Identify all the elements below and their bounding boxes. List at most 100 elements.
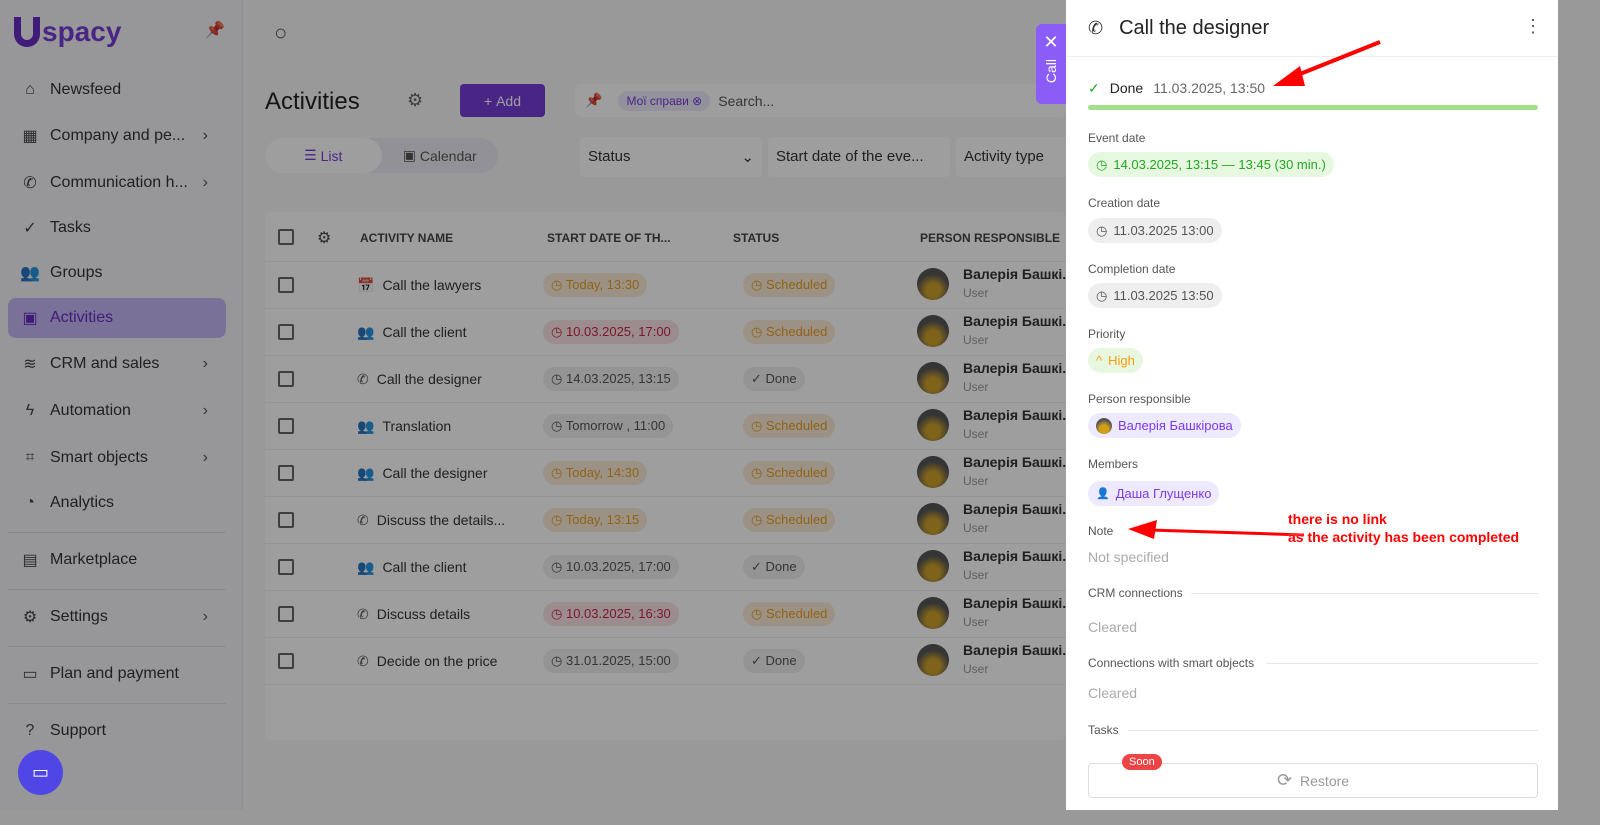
person-name: Валерія Башкі... bbox=[963, 407, 1066, 423]
avatar bbox=[917, 456, 949, 488]
row-checkbox[interactable] bbox=[278, 277, 294, 293]
divider bbox=[8, 703, 226, 704]
table-row[interactable]: ✆ Decide on the price ◷ 31.01.2025, 15:00… bbox=[265, 638, 1066, 685]
activity-name-text: Call the client bbox=[382, 559, 467, 575]
status-badge[interactable]: ◷ Scheduled bbox=[743, 320, 836, 344]
status-badge[interactable]: ◷ Scheduled bbox=[743, 461, 836, 485]
sidebar-item-tasks[interactable]: ✓ Tasks bbox=[8, 208, 226, 248]
column-header[interactable]: STATUS bbox=[733, 231, 780, 245]
table-row[interactable]: 👥 Call the client ◷ 10.03.2025, 17:00 ◷ S… bbox=[265, 309, 1066, 356]
search-input[interactable]: Search... bbox=[718, 92, 775, 109]
person-name: Валерія Башкі... bbox=[963, 501, 1066, 517]
status-badge[interactable]: ◷ Scheduled bbox=[743, 602, 836, 626]
filter-chip[interactable]: Мої справи ⊗ bbox=[618, 90, 711, 111]
call-tab[interactable]: ✕ Call bbox=[1036, 24, 1066, 104]
activity-name[interactable]: 👥 Call the designer bbox=[357, 465, 488, 482]
chevron-right-icon: › bbox=[202, 449, 208, 466]
table-row[interactable]: ✆ Discuss details ◷ 10.03.2025, 16:30 ◷ S… bbox=[265, 591, 1066, 638]
column-header[interactable]: ACTIVITY NAME bbox=[360, 231, 454, 245]
activity-type-filter[interactable]: Activity type bbox=[956, 137, 1066, 177]
member-chip[interactable]: 👤 Даша Глущенко bbox=[1088, 481, 1220, 506]
start-date-pill: ◷ Today, 13:15 bbox=[543, 508, 648, 532]
activity-name[interactable]: ✆ Decide on the price bbox=[357, 653, 497, 670]
sidebar-item-support[interactable]: ? Support bbox=[8, 711, 226, 751]
gear-icon[interactable]: ⚙ bbox=[317, 230, 332, 247]
sidebar-item-marketplace[interactable]: ▤ Marketplace bbox=[8, 540, 226, 580]
status-badge[interactable]: ◷ Scheduled bbox=[743, 273, 836, 297]
activity-name[interactable]: ✆ Discuss the details... bbox=[357, 512, 505, 529]
person-role: User bbox=[963, 427, 989, 441]
row-checkbox[interactable] bbox=[278, 418, 294, 434]
table-row[interactable]: ✆ Discuss the details... ◷ Today, 13:15 ◷… bbox=[265, 497, 1066, 544]
table-row[interactable]: 👥 Call the designer ◷ Today, 14:30 ◷ Sche… bbox=[265, 450, 1066, 497]
column-header[interactable]: PERSON RESPONSIBLE bbox=[920, 231, 1061, 245]
table-header: ⚙ ACTIVITY NAME START DATE OF TH... STAT… bbox=[265, 212, 1066, 262]
gear-icon[interactable]: ⚙ bbox=[407, 90, 424, 110]
creation-date-text: 11.03.2025 13:00 bbox=[1113, 223, 1214, 238]
close-icon[interactable]: ✕ bbox=[1043, 32, 1059, 52]
sidebar-item-plan[interactable]: ▭ Plan and payment bbox=[8, 654, 226, 694]
more-vertical-icon[interactable]: ⋮ bbox=[1524, 16, 1542, 36]
tab-calendar[interactable]: ▣ Calendar bbox=[382, 138, 499, 173]
status-badge[interactable]: ◷ Scheduled bbox=[743, 414, 836, 438]
status-badge[interactable]: ✓ Done bbox=[743, 555, 805, 579]
tab-list[interactable]: ☰ List bbox=[265, 138, 382, 173]
sidebar-item-activities[interactable]: ▣ Activities bbox=[8, 298, 226, 338]
table-row[interactable]: 📅 Call the lawyers ◷ Today, 13:30 ◷ Sched… bbox=[265, 262, 1066, 309]
activity-name[interactable]: 📅 Call the lawyers bbox=[357, 277, 481, 294]
sidebar-item-analytics[interactable]: ◔ Analytics bbox=[8, 483, 226, 523]
label: Marketplace bbox=[50, 551, 138, 568]
pin-icon[interactable]: 📌 bbox=[585, 92, 603, 108]
restore-label: Restore bbox=[1300, 772, 1350, 789]
start-date-text: 10.03.2025, 16:30 bbox=[565, 606, 671, 621]
add-button[interactable]: + Add bbox=[460, 84, 545, 117]
activity-name-text: Translation bbox=[382, 418, 452, 434]
start-date-filter[interactable]: Start date of the eve... bbox=[768, 137, 950, 177]
filter-search-bar[interactable]: 📌 Мої справи ⊗ Search... bbox=[575, 84, 1066, 117]
sidebar-item-company[interactable]: ▦ Company and pe... › bbox=[8, 116, 226, 156]
restore-button[interactable]: ⟳ Restore bbox=[1088, 763, 1538, 798]
row-checkbox[interactable] bbox=[278, 371, 294, 387]
sidebar-item-newsfeed[interactable]: ⌂ Newsfeed bbox=[8, 70, 226, 110]
activity-name[interactable]: 👥 Call the client bbox=[357, 324, 466, 341]
start-date-pill: ◷ Today, 14:30 bbox=[543, 461, 648, 485]
status-badge[interactable]: ◷ Scheduled bbox=[743, 508, 836, 532]
row-checkbox[interactable] bbox=[278, 606, 294, 622]
sidebar-item-settings[interactable]: ⚙ Settings › bbox=[8, 597, 226, 637]
sidebar-item-communication[interactable]: ✆ Communication h... › bbox=[8, 163, 226, 203]
status-badge[interactable]: ✓ Done bbox=[743, 649, 805, 673]
sidebar-item-automation[interactable]: ϟ Automation › bbox=[8, 391, 226, 431]
sidebar-item-crm[interactable]: ≋ CRM and sales › bbox=[8, 344, 226, 384]
pin-icon[interactable]: 📌 bbox=[205, 22, 225, 39]
chat-bubble-button[interactable]: ▭ bbox=[18, 750, 63, 795]
search-icon[interactable]: ○ bbox=[274, 20, 288, 45]
sidebar-item-smart-objects[interactable]: ⌗ Smart objects › bbox=[8, 438, 226, 478]
row-checkbox[interactable] bbox=[278, 559, 294, 575]
table-row[interactable]: 👥 Call the client ◷ 10.03.2025, 17:00 ✓ D… bbox=[265, 544, 1066, 591]
status-filter[interactable]: Status ⌄ bbox=[580, 137, 762, 177]
scan-icon: ⌗ bbox=[25, 449, 35, 466]
row-checkbox[interactable] bbox=[278, 465, 294, 481]
activity-name[interactable]: 👥 Call the client bbox=[357, 559, 466, 576]
status-text: Done bbox=[765, 559, 797, 574]
label: Activities bbox=[50, 309, 114, 326]
activity-name[interactable]: ✆ Call the designer bbox=[357, 371, 482, 388]
row-checkbox[interactable] bbox=[278, 512, 294, 528]
table-row[interactable]: ✆ Call the designer ◷ 14.03.2025, 13:15 ✓… bbox=[265, 356, 1066, 403]
activity-name[interactable]: 👥 Translation bbox=[357, 418, 451, 435]
column-header[interactable]: START DATE OF TH... bbox=[547, 231, 671, 245]
row-checkbox[interactable] bbox=[278, 653, 294, 669]
responsible-chip[interactable]: Валерія Башкірова bbox=[1088, 413, 1241, 438]
table-row[interactable]: 👥 Translation ◷ Tomorrow , 11:00 ◷ Schedu… bbox=[265, 403, 1066, 450]
priority-value[interactable]: ^ High bbox=[1088, 348, 1143, 373]
row-checkbox[interactable] bbox=[278, 324, 294, 340]
creation-date-label: Creation date bbox=[1088, 196, 1161, 210]
event-date-value[interactable]: ◷ 14.03.2025, 13:15 — 13:45 (30 min.) bbox=[1088, 152, 1334, 177]
label: Support bbox=[50, 722, 107, 739]
chevron-down-icon: ⌄ bbox=[741, 149, 754, 166]
sidebar-item-groups[interactable]: 👥 Groups bbox=[8, 253, 226, 293]
status-line: ✓ Done 11.03.2025, 13:50 bbox=[1088, 80, 1265, 97]
select-all-checkbox[interactable] bbox=[278, 229, 294, 245]
activity-name[interactable]: ✆ Discuss details bbox=[357, 606, 470, 623]
status-badge[interactable]: ✓ Done bbox=[743, 367, 805, 391]
